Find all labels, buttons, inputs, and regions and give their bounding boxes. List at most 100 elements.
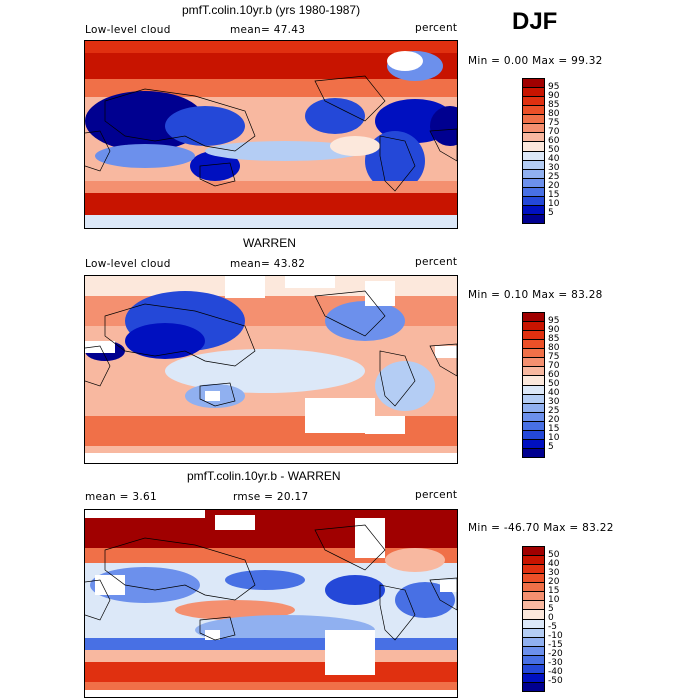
panel2-tick: 50 <box>548 379 560 389</box>
panel1-map <box>84 40 458 229</box>
panel1-tick: 85 <box>548 100 560 110</box>
panel3-colorbar <box>522 546 545 692</box>
panel2-colorbar-swatch <box>523 421 544 431</box>
panel2-tick: 95 <box>548 316 560 326</box>
panel1-colorbar-swatch <box>523 133 544 143</box>
panel2-colorbar-swatch <box>523 385 544 395</box>
panel2-colorbar-swatch <box>523 322 544 332</box>
panel2-title: WARREN <box>243 236 296 250</box>
panel3-tick: -30 <box>548 658 563 668</box>
panel1-tick: 50 <box>548 145 560 155</box>
panel2-tick: 90 <box>548 325 560 335</box>
panel3-tick: 50 <box>548 550 560 560</box>
panel1-minmax-label: Min = 0.00 Max = 99.32 <box>468 55 603 67</box>
panel3-minmax-label: Min = -46.70 Max = 83.22 <box>468 522 614 534</box>
panel2-colorbar-swatch <box>523 412 544 422</box>
panel3-colorbar-swatch <box>523 628 544 638</box>
panel3-colorbar-ticks: 50 40 30 20 15 10 5 0 -5 -10 -15 -20 -30… <box>548 546 588 690</box>
panel1-tick: 5 <box>548 208 554 218</box>
panel2-colorbar-swatch <box>523 340 544 350</box>
panel3-colorbar-swatch <box>523 673 544 683</box>
panel1-colorbar <box>522 78 545 224</box>
panel3-colorbar-swatch <box>523 637 544 647</box>
panel1-tick: 15 <box>548 190 560 200</box>
panel3-colorbar-swatch <box>523 565 544 575</box>
panel2-tick: 70 <box>548 361 560 371</box>
panel3-colorbar-swatch <box>523 547 544 557</box>
panel3-colorbar-swatch <box>523 664 544 674</box>
panel3-tick: 20 <box>548 577 560 587</box>
panel3-tick: 0 <box>548 613 554 623</box>
panel1-colorbar-swatch <box>523 205 544 215</box>
panel1-tick: 10 <box>548 199 560 209</box>
panel3-tick: -20 <box>548 649 563 659</box>
panel1-colorbar-swatch <box>523 169 544 179</box>
panel3-colorbar-swatch <box>523 574 544 584</box>
panel1-tick: 40 <box>548 154 560 164</box>
panel3-tick: 5 <box>548 604 554 614</box>
panel2-tick: 30 <box>548 397 560 407</box>
panel2-mean-label: mean= 43.82 <box>230 258 306 270</box>
panel3-tick: 10 <box>548 595 560 605</box>
panel1-colorbar-swatch <box>523 97 544 107</box>
panel1-colorbar-swatch <box>523 196 544 206</box>
panel3-colorbar-swatch <box>523 655 544 665</box>
panel2-tick: 60 <box>548 370 560 380</box>
panel1-colorbar-swatch <box>523 79 544 89</box>
panel1-units-label: percent <box>415 22 458 34</box>
panel1-colorbar-swatch <box>523 178 544 188</box>
panel2-tick: 85 <box>548 334 560 344</box>
panel2-minmax-label: Min = 0.10 Max = 83.28 <box>468 289 603 301</box>
panel2-units-label: percent <box>415 256 458 268</box>
panel3-tick: 15 <box>548 586 560 596</box>
panel2-tick: 25 <box>548 406 560 416</box>
panel3-colorbar-swatch <box>523 583 544 593</box>
panel2-colorbar-swatch <box>523 439 544 449</box>
panel1-tick: 60 <box>548 136 560 146</box>
panel2-variable-label: Low-level cloud <box>85 258 171 270</box>
panel3-tick: -40 <box>548 667 563 677</box>
panel3-colorbar-swatch <box>523 619 544 629</box>
panel3-tick: -15 <box>548 640 563 650</box>
panel2-map <box>84 275 458 464</box>
panel2-tick: 40 <box>548 388 560 398</box>
panel2-colorbar <box>522 312 545 458</box>
panel1-variable-label: Low-level cloud <box>85 24 171 36</box>
panel3-colorbar-swatch <box>523 682 544 691</box>
panel1-tick: 95 <box>548 82 560 92</box>
panel3-tick: 40 <box>548 559 560 569</box>
panel2-colorbar-swatch <box>523 448 544 457</box>
panel2-tick: 80 <box>548 343 560 353</box>
panel1-colorbar-swatch <box>523 187 544 197</box>
panel1-colorbar-swatch <box>523 124 544 134</box>
panel2-tick: 75 <box>548 352 560 362</box>
panel1-tick: 75 <box>548 118 560 128</box>
panel1-colorbar-swatch <box>523 106 544 116</box>
panel2-colorbar-swatch <box>523 349 544 359</box>
panel3-tick: -10 <box>548 631 563 641</box>
panel1-tick: 30 <box>548 163 560 173</box>
panel3-colorbar-swatch <box>523 556 544 566</box>
panel2-tick: 10 <box>548 433 560 443</box>
panel3-mean-label: mean = 3.61 <box>85 491 157 503</box>
panel1-colorbar-swatch <box>523 142 544 152</box>
panel2-colorbar-swatch <box>523 367 544 377</box>
panel3-tick: -50 <box>548 676 563 686</box>
panel3-tick: -5 <box>548 622 557 632</box>
panel2-tick: 20 <box>548 415 560 425</box>
panel1-colorbar-swatch <box>523 214 544 223</box>
panel3-colorbar-swatch <box>523 592 544 602</box>
panel3-rmse-label: rmse = 20.17 <box>233 491 309 503</box>
panel3-tick: 30 <box>548 568 560 578</box>
panel3-title: pmfT.colin.10yr.b - WARREN <box>187 469 341 483</box>
season-label: DJF <box>512 8 558 35</box>
panel2-colorbar-swatch <box>523 430 544 440</box>
panel2-tick: 5 <box>548 442 554 452</box>
panel3-map <box>84 509 458 698</box>
panel1-tick: 80 <box>548 109 560 119</box>
panel1-title: pmfT.colin.10yr.b (yrs 1980-1987) <box>182 3 361 17</box>
panel1-colorbar-swatch <box>523 151 544 161</box>
panel1-tick: 90 <box>548 91 560 101</box>
panel2-colorbar-swatch <box>523 394 544 404</box>
panel1-mean-label: mean= 47.43 <box>230 24 306 36</box>
